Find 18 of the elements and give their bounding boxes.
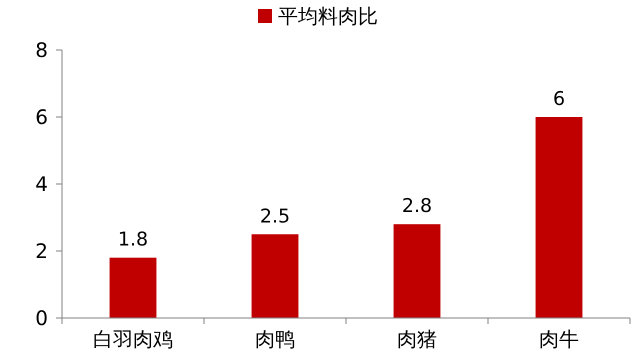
y-tick-label: 0 xyxy=(35,306,48,330)
y-tick-label: 2 xyxy=(35,239,48,263)
bar xyxy=(252,234,298,318)
x-tick-label: 白羽肉鸡 xyxy=(93,327,173,351)
data-label: 1.8 xyxy=(118,228,148,251)
data-label: 2.8 xyxy=(402,195,432,218)
bar xyxy=(536,117,582,318)
y-tick-label: 4 xyxy=(35,172,48,196)
y-tick-label: 6 xyxy=(35,105,48,129)
bar xyxy=(110,258,156,318)
x-tick-label: 肉鸭 xyxy=(255,327,295,351)
y-tick-label: 8 xyxy=(35,38,48,62)
bar xyxy=(394,224,440,318)
legend-label: 平均料肉比 xyxy=(278,4,378,28)
x-tick-label: 肉猪 xyxy=(397,327,437,351)
x-tick-label: 肉牛 xyxy=(539,327,579,351)
data-label: 6 xyxy=(552,88,566,110)
data-label: 2.5 xyxy=(260,205,290,228)
